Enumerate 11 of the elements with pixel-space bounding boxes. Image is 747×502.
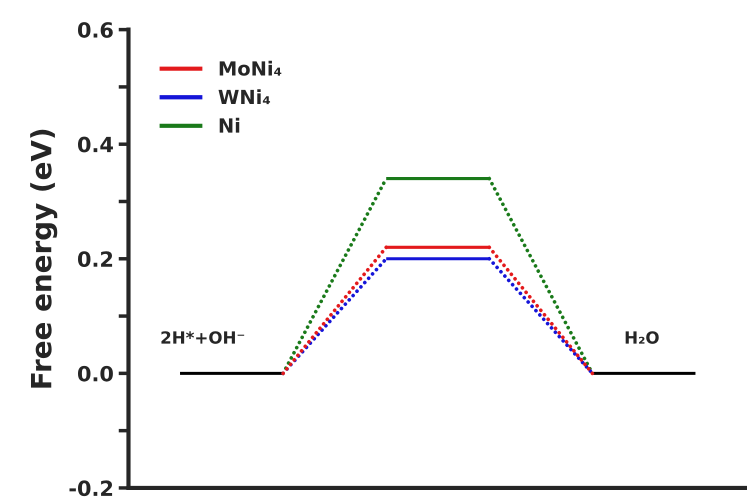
y-axis-title: Free energy (eV) [30, 130, 58, 388]
y-tick-label: 0.6 [78, 22, 113, 38]
y-tick-label: -0.2 [69, 480, 112, 496]
legend-label: WNi₄ [218, 89, 270, 104]
y-tick-label: 0.0 [78, 366, 113, 382]
legend-label: Ni [220, 118, 240, 133]
legend-label: MoNi₄ [220, 60, 282, 76]
annotation: H₂O [626, 331, 659, 344]
y-tick-label: 0.2 [78, 251, 112, 267]
y-tick-label: 0.4 [78, 136, 113, 152]
annotation: 2H*+OH⁻ [161, 331, 244, 344]
